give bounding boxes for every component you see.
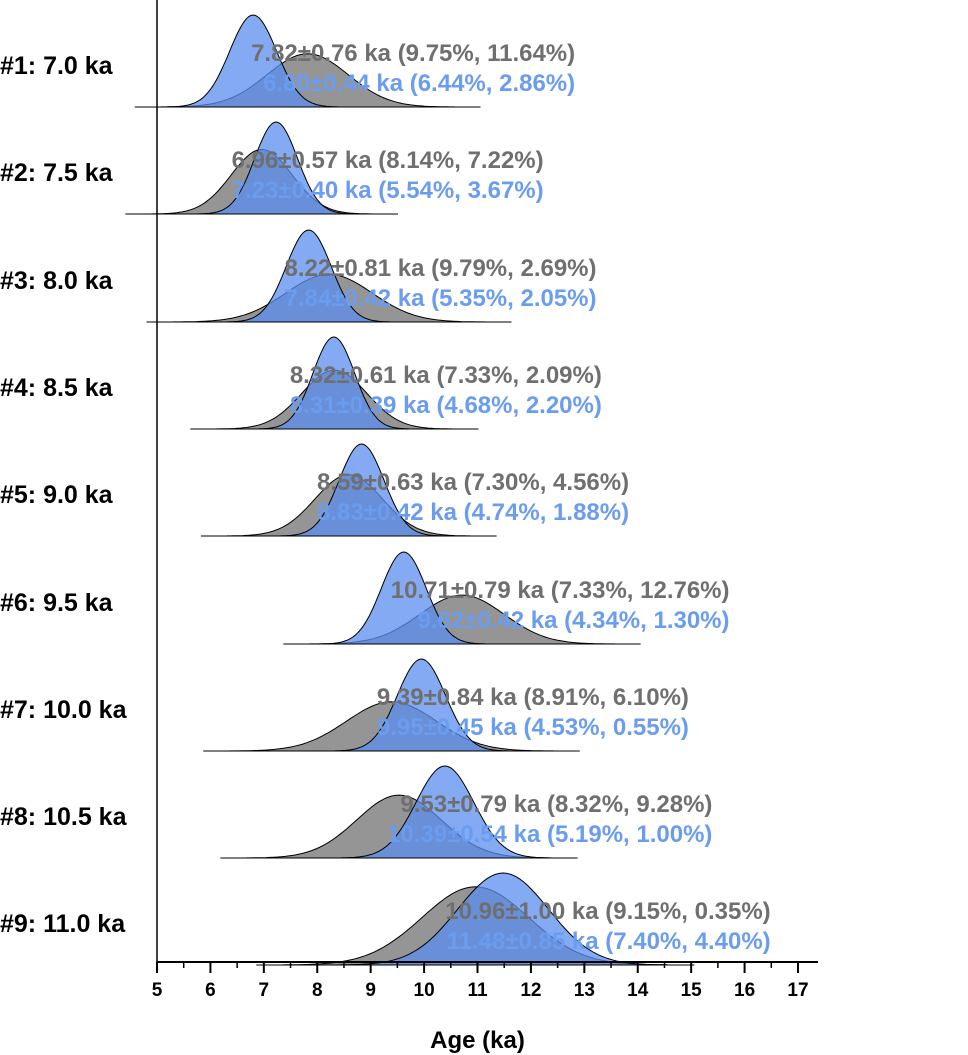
x-tick-label: 10	[414, 980, 435, 1001]
blue-density-curve	[258, 336, 410, 430]
x-tick-label: 8	[312, 980, 323, 1001]
gray-estimate-text: 6.96±0.57 ka (8.14%, 7.22%)	[232, 147, 544, 174]
blue-estimate-text: 6.80±0.44 ka (6.44%, 2.86%)	[263, 70, 575, 97]
blue-density-curve	[340, 765, 550, 859]
x-axis-label: Age (ka)	[430, 1027, 525, 1054]
row-label: #5: 9.0 ka	[0, 481, 114, 509]
blue-estimate-text: 10.39±0.54 ka (5.19%, 1.00%)	[387, 821, 712, 848]
x-tick-label: 7	[259, 980, 270, 1001]
blue-estimate-text: 9.95±0.45 ka (4.53%, 0.55%)	[377, 714, 689, 741]
row-label: #7: 10.0 ka	[0, 696, 128, 724]
x-tick-label: 17	[787, 980, 808, 1001]
ridge-row: #6: 9.5 ka 10.71±0.79 ka (7.33%, 12.76%) 9…	[0, 551, 730, 645]
x-tick-label: 11	[467, 980, 488, 1001]
x-tick-label: 6	[205, 980, 216, 1001]
row-label: #9: 11.0 ka	[0, 910, 126, 938]
gray-estimate-text: 8.59±0.63 ka (7.30%, 4.56%)	[317, 469, 629, 496]
x-tick-label: 5	[152, 980, 163, 1001]
blue-density-curve	[334, 658, 509, 752]
blue-estimate-text: 7.84±0.42 ka (5.35%, 2.05%)	[284, 285, 596, 312]
blue-estimate-text: 8.31±0.39 ka (4.68%, 2.20%)	[290, 392, 602, 419]
x-tick-label: 15	[681, 980, 703, 1001]
x-tick-label: 13	[574, 980, 595, 1001]
gray-estimate-text: 9.53±0.79 ka (8.32%, 9.28%)	[400, 791, 712, 818]
row-label: #1: 7.0 ka	[0, 52, 114, 80]
gray-estimate-text: 7.82±0.76 ka (9.75%, 11.64%)	[251, 40, 575, 67]
blue-estimate-text: 7.23±0.40 ka (5.54%, 3.67%)	[232, 177, 544, 204]
gray-estimate-text: 10.71±0.79 ka (7.33%, 12.76%)	[391, 577, 730, 604]
x-tick-label: 12	[520, 980, 541, 1001]
blue-estimate-text: 8.83±0.42 ka (4.74%, 1.88%)	[317, 499, 629, 526]
row-label: #8: 10.5 ka	[0, 803, 128, 831]
blue-density-curve	[322, 551, 486, 645]
gray-estimate-text: 8.32±0.61 ka (7.33%, 2.09%)	[290, 362, 602, 389]
ridge-row: #3: 8.0 ka 8.22±0.81 ka (9.79%, 2.69%) 7.8…	[0, 229, 597, 323]
x-tick-label: 9	[365, 980, 376, 1001]
x-tick-label: 16	[734, 980, 755, 1001]
ridge-row: #2: 7.5 ka 6.96±0.57 ka (8.14%, 7.22%) 7.2…	[0, 121, 544, 215]
blue-estimate-text: 9.62±0.42 ka (4.34%, 1.30%)	[417, 607, 729, 634]
gray-estimate-text: 9.39±0.84 ka (8.91%, 6.10%)	[377, 684, 689, 711]
row-label: #6: 9.5 ka	[0, 589, 114, 617]
blue-density-curve	[168, 14, 339, 108]
ridge-row: #1: 7.0 ka 7.82±0.76 ka (9.75%, 11.64%) 6.…	[0, 14, 575, 108]
gray-estimate-text: 10.96±1.00 ka (9.15%, 0.35%)	[445, 898, 770, 925]
ridge-row: #4: 8.5 ka 8.32±0.61 ka (7.33%, 2.09%) 8.3…	[0, 336, 602, 430]
blue-estimate-text: 11.48±0.85 ka (7.40%, 4.40%)	[447, 928, 771, 955]
blue-density-curve	[227, 229, 390, 323]
ridge-row: #5: 9.0 ka 8.59±0.63 ka (7.30%, 4.56%) 8.8…	[0, 443, 629, 537]
row-label: #2: 7.5 ka	[0, 159, 114, 187]
row-label: #3: 8.0 ka	[0, 267, 114, 295]
blue-density-curve	[280, 443, 443, 537]
ridge-row: #8: 10.5 ka 9.53±0.79 ka (8.32%, 9.28%) 10…	[0, 765, 712, 859]
x-tick-label: 14	[627, 980, 649, 1001]
blue-density-curve	[198, 121, 354, 215]
ridge-row: #7: 10.0 ka 9.39±0.84 ka (8.91%, 6.10%) 9.…	[0, 658, 689, 752]
row-label: #4: 8.5 ka	[0, 374, 114, 402]
ridge-row: #9: 11.0 ka 10.96±1.00 ka (9.15%, 0.35%) 1…	[0, 872, 771, 966]
x-axis-ticks: 5 6 7 8 9 10 11 12 13 14 15 16 17	[152, 962, 809, 1001]
gray-estimate-text: 8.22±0.81 ka (9.79%, 2.69%)	[284, 255, 596, 282]
